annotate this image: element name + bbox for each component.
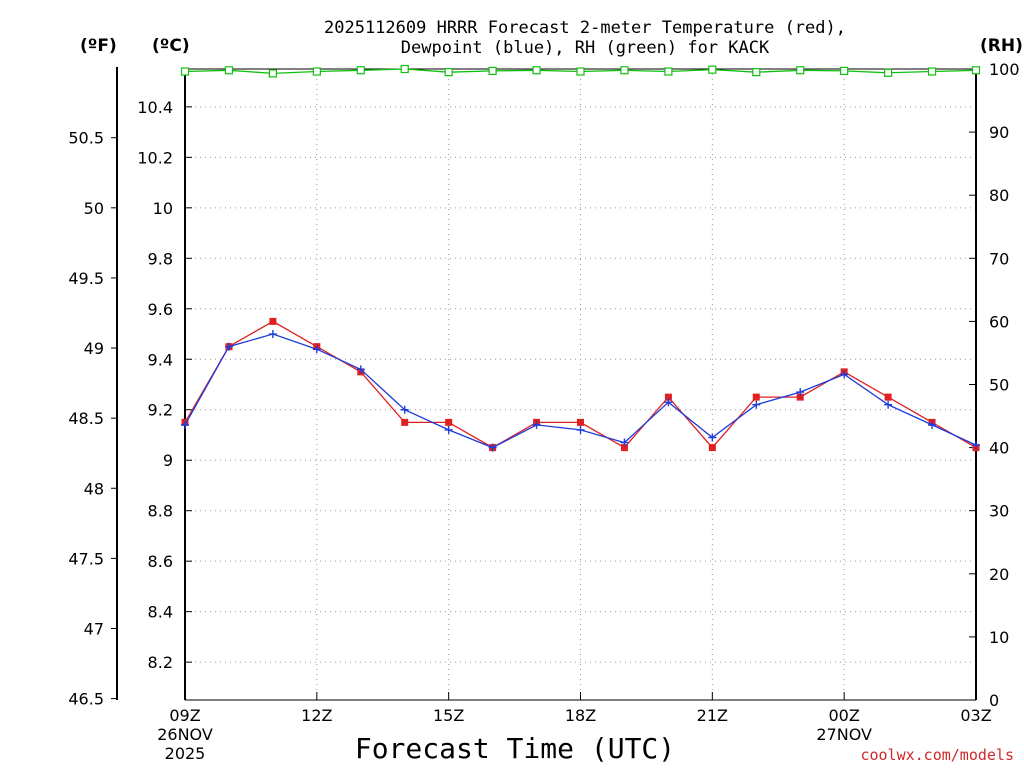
dewpoint-point [884, 400, 893, 409]
dewpoint-point [840, 370, 849, 379]
temperature-point [708, 444, 716, 452]
rh-point [532, 66, 541, 75]
celsius-tick-label: 9 [163, 451, 173, 470]
rh-tick-label: 100 [989, 60, 1020, 79]
rh-point [884, 68, 893, 77]
x-tick-label: 12Z [301, 706, 332, 725]
rh-tick-label: 90 [989, 123, 1009, 142]
dewpoint-point [796, 388, 805, 397]
temperature-point [445, 418, 453, 426]
rh-point [400, 64, 409, 74]
temperature-point [269, 317, 277, 325]
fahrenheit-tick-label: 47 [84, 619, 104, 638]
fahrenheit-tick-label: 48 [84, 479, 104, 498]
rh-tick-label: 70 [989, 249, 1009, 268]
rh-point [576, 67, 585, 76]
fahrenheit-tick-label: 47.5 [68, 549, 104, 568]
rh-point [180, 67, 190, 76]
x-tick-date-label: 27NOV [816, 725, 872, 744]
x-tick-label: 00Z [829, 706, 860, 725]
dewpoint-point [576, 425, 585, 434]
rh-point [444, 68, 453, 77]
rh-point [664, 67, 673, 76]
dewpoint-point [181, 420, 189, 429]
fahrenheit-tick-label: 49 [84, 339, 104, 358]
temperature-point [752, 393, 760, 401]
fahrenheit-unit-label: (ºF) [80, 36, 117, 56]
rh-point [620, 66, 629, 75]
celsius-tick-label: 8.6 [148, 552, 173, 571]
celsius-tick-label: 9.8 [148, 249, 173, 268]
temperature-point [796, 393, 804, 401]
celsius-tick-label: 10.4 [137, 98, 173, 117]
rh-point [971, 66, 981, 75]
dewpoint-point [224, 342, 233, 351]
dewpoint-point [356, 365, 365, 374]
fahrenheit-tick-label: 50 [84, 199, 104, 218]
celsius-tick-label: 9.6 [148, 300, 173, 319]
x-tick-label: 21Z [697, 706, 728, 725]
rh-unit-label: (RH) [980, 36, 1023, 56]
celsius-tick-label: 9.4 [148, 350, 173, 369]
celsius-tick-label: 8.8 [148, 502, 173, 521]
celsius-tick-label: 8.2 [148, 653, 173, 672]
fahrenheit-tick-label: 50.5 [68, 129, 104, 148]
fahrenheit-tick-label: 46.5 [68, 690, 104, 709]
temperature-point [401, 418, 409, 426]
dewpoint-point [708, 433, 717, 442]
x-axis-title: Forecast Time (UTC) [354, 732, 676, 765]
x-tick-year-label: 2025 [165, 744, 206, 763]
dewpoint-point [928, 420, 937, 429]
fahrenheit-tick-label: 49.5 [68, 269, 104, 288]
dewpoint-point [400, 405, 409, 414]
chart-title-line-1: 2025112609 HRRR Forecast 2-meter Tempera… [324, 18, 846, 38]
chart-title-line-2: Dewpoint (blue), RH (green) for KACK [400, 38, 770, 58]
rh-tick-label: 50 [989, 376, 1009, 395]
rh-point [224, 66, 234, 75]
x-tick-label: 09Z [169, 706, 200, 725]
rh-point [927, 67, 937, 76]
rh-tick-label: 60 [989, 312, 1009, 331]
rh-point [312, 67, 321, 76]
dewpoint-point [532, 420, 541, 429]
x-tick-label: 03Z [960, 706, 991, 725]
rh-point [268, 69, 277, 78]
rh-tick-label: 10 [989, 628, 1009, 647]
dewpoint-point [444, 425, 453, 434]
dewpoint-point [752, 400, 761, 409]
fahrenheit-tick-label: 48.5 [68, 409, 104, 428]
rh-point [840, 66, 849, 75]
rh-point [356, 66, 365, 75]
celsius-tick-label: 10.2 [137, 148, 173, 167]
celsius-tick-label: 8.4 [148, 603, 173, 622]
rh-point [488, 66, 497, 75]
rh-point [708, 65, 717, 74]
temperature-point [664, 393, 672, 401]
dewpoint-point [972, 441, 980, 450]
x-tick-date-label: 26NOV [157, 725, 213, 744]
dewpoint-point [620, 438, 629, 447]
rh-tick-label: 30 [989, 502, 1009, 521]
watermark: coolwx.com/models [860, 746, 1014, 764]
temperature-point [884, 393, 892, 401]
celsius-tick-label: 10 [153, 199, 173, 218]
celsius-tick-label: 9.2 [148, 401, 173, 420]
rh-tick-label: 20 [989, 565, 1009, 584]
x-tick-label: 15Z [433, 706, 464, 725]
dewpoint-point [488, 443, 497, 452]
dewpoint-point [664, 398, 673, 407]
rh-point [796, 66, 805, 75]
dewpoint-point [312, 345, 321, 354]
temperature-point [577, 418, 584, 426]
celsius-unit-label: (ºC) [152, 36, 190, 56]
x-tick-label: 18Z [565, 706, 596, 725]
temperature-point [620, 444, 628, 452]
rh-tick-label: 0 [989, 691, 999, 710]
dewpoint-point [268, 330, 277, 339]
rh-tick-label: 40 [989, 439, 1009, 458]
rh-tick-label: 80 [989, 186, 1009, 205]
rh-point [752, 68, 761, 77]
